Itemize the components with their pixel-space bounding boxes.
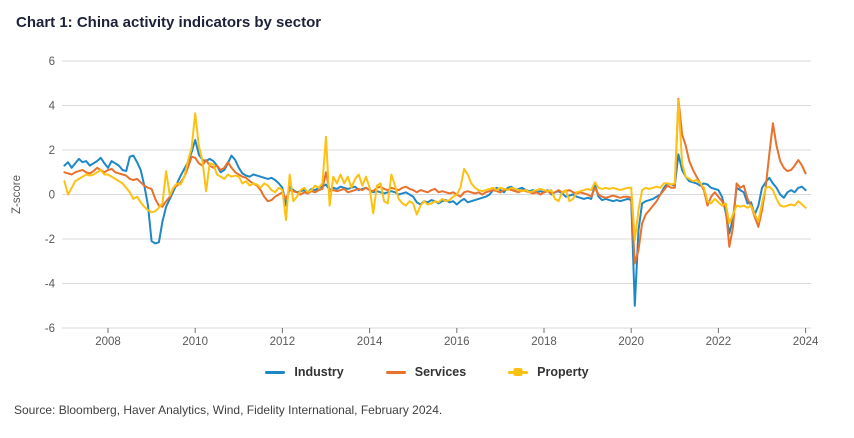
legend-label-industry: Industry [294,365,344,379]
x-tick-label: 2010 [182,336,208,348]
y-tick-label: 0 [49,190,55,202]
source-text: Source: Bloomberg, Haver Analytics, Wind… [14,403,443,417]
gridlines [62,60,811,329]
y-tick-label: 4 [49,101,56,113]
legend-item-property: Property [508,365,589,379]
property-line-swatch-icon [508,370,529,374]
y-tick-label: -6 [45,323,55,335]
x-tick-label: 2008 [95,336,121,348]
page-title: Chart 1: China activity indicators by se… [16,14,322,31]
services-line-swatch-icon [385,370,406,374]
series-lines [63,97,807,307]
x-tick-label: 2016 [444,336,470,348]
legend-label-property: Property [537,365,589,379]
x-tick-label: 2022 [706,336,732,348]
legend: Industry Services Property [0,365,854,379]
industry-line [63,139,807,307]
y-tick-label: -4 [45,279,56,291]
property-line [63,98,807,242]
x-tick-label: 2018 [531,336,557,348]
y-tick-label: 6 [49,56,55,68]
x-tick-label: 2012 [270,336,296,348]
legend-label-services: Services [414,365,467,379]
legend-item-services: Services [385,365,467,379]
y-tick-label: -2 [45,234,55,246]
y-axis-tick-labels: 6 4 2 0 -2 -4 -6 [45,56,56,335]
y-axis-title: Z-score [11,175,23,214]
x-tick-label: 2024 [793,336,819,348]
x-tick-label: 2014 [357,336,383,348]
services-line [63,97,807,265]
x-tick-label: 2020 [618,336,644,348]
industry-line-swatch-icon [265,370,286,374]
legend-item-industry: Industry [265,365,344,379]
y-tick-label: 2 [49,145,55,157]
x-axis-ticks: 2008 2010 2012 2014 2016 2018 2020 2022 2024 [95,328,819,348]
